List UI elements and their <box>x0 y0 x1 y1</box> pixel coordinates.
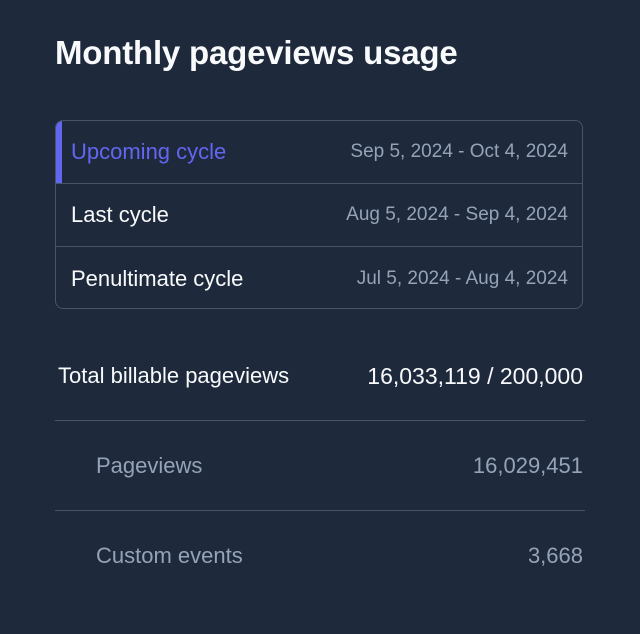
cycle-date-range: Sep 5, 2024 - Oct 4, 2024 <box>350 141 568 162</box>
cycle-item-upcoming[interactable]: Upcoming cycle Sep 5, 2024 - Oct 4, 2024 <box>56 121 582 184</box>
billing-cycle-list: Upcoming cycle Sep 5, 2024 - Oct 4, 2024… <box>55 120 583 309</box>
page-title: Monthly pageviews usage <box>55 34 458 71</box>
custom-events-label: Custom events <box>96 543 243 568</box>
cycle-date-range: Jul 5, 2024 - Aug 4, 2024 <box>356 267 568 289</box>
total-billable-row: Total billable pageviews 16,033,119 / 20… <box>55 332 585 421</box>
cycle-item-last[interactable]: Last cycle Aug 5, 2024 - Sep 4, 2024 <box>56 184 582 247</box>
cycle-name: Last cycle <box>71 202 169 227</box>
cycle-name: Upcoming cycle <box>71 139 227 164</box>
custom-events-value: 3,668 <box>527 543 583 568</box>
cycle-name: Penultimate cycle <box>71 265 244 291</box>
total-billable-label: Total billable pageviews <box>58 363 290 388</box>
custom-events-row: Custom events 3,668 <box>55 511 585 601</box>
cycle-date-range: Aug 5, 2024 - Sep 4, 2024 <box>346 204 568 225</box>
pageviews-label: Pageviews <box>96 452 203 478</box>
total-billable-value: 16,033,119 / 200,000 <box>367 362 583 389</box>
pageviews-row: Pageviews 16,029,451 <box>55 421 585 511</box>
pageviews-value: 16,029,451 <box>472 452 583 478</box>
cycle-item-penultimate[interactable]: Penultimate cycle Jul 5, 2024 - Aug 4, 2… <box>56 247 582 308</box>
usage-breakdown: Total billable pageviews 16,033,119 / 20… <box>55 332 585 601</box>
